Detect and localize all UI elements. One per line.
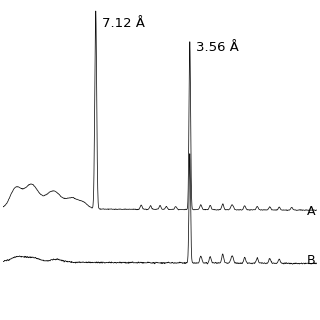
Text: 3.56 Å: 3.56 Å <box>196 41 239 54</box>
Text: 7.12 Å: 7.12 Å <box>102 17 145 30</box>
Text: B: B <box>307 254 315 267</box>
Text: A: A <box>307 205 315 218</box>
